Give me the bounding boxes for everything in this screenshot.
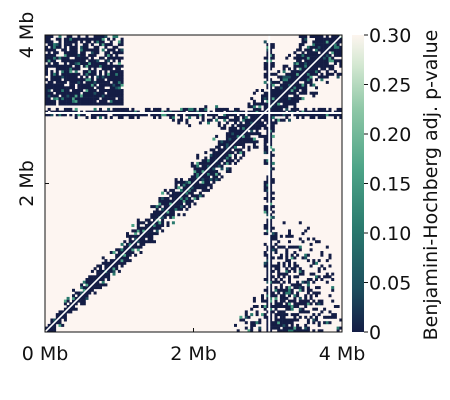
diagonal-line (45, 35, 342, 332)
colorbar-tick-label: 0.30 (369, 25, 411, 47)
colorbar-ticks: 0 0.05 0.10 0.15 0.20 0.25 0.30 (364, 25, 411, 344)
colorbar-tick-label: 0.20 (369, 124, 411, 146)
colorbar-tick-label: 0.15 (369, 174, 411, 196)
x-tick-label: 4 Mb (319, 343, 366, 365)
colorbar-tick-label: 0 (369, 322, 381, 344)
colorbar-tick-label: 0.10 (369, 223, 411, 245)
y-axis-ticks: 2 Mb 4 Mb (16, 12, 49, 207)
heatmap-cells (45, 35, 342, 332)
y-tick-label: 4 Mb (16, 12, 38, 59)
x-tick-label: 0 Mb (22, 343, 69, 365)
colorbar (352, 35, 364, 332)
colorbar-label: Benjamini-Hochberg adj. p-value (420, 30, 442, 341)
y-tick-label: 2 Mb (16, 160, 38, 207)
heatmap-plot-area (45, 35, 342, 332)
colorbar-tick-label: 0.25 (369, 75, 411, 97)
colorbar-tick-label: 0.05 (369, 273, 411, 295)
x-axis-ticks: 0 Mb 2 Mb 4 Mb (22, 328, 366, 365)
x-tick-label: 2 Mb (170, 343, 217, 365)
